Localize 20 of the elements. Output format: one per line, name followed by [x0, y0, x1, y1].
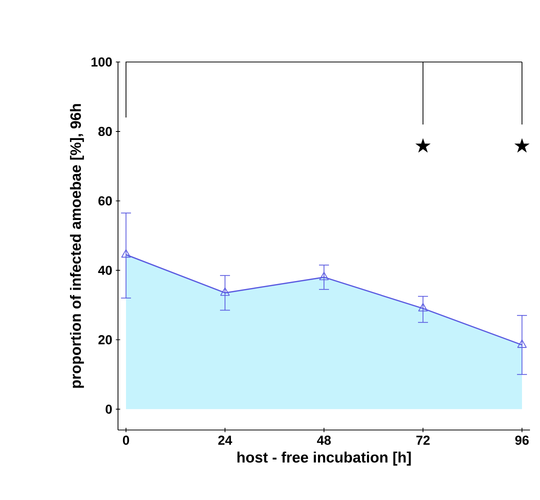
- x-tick-label: 96: [515, 436, 529, 445]
- annotation: ★: [415, 138, 431, 153]
- point: [418, 303, 428, 312]
- y-tick-label: 0: [106, 404, 112, 414]
- x-tick-label: 48: [316, 436, 331, 445]
- y-tick-label: 40: [98, 266, 112, 275]
- y-tick-label: 80: [98, 126, 112, 136]
- y-axis-title: proportion of infected amoebae [%], 96h: [70, 104, 84, 388]
- y-tick-label: 20: [98, 335, 112, 344]
- point: [220, 287, 230, 296]
- y-tick-label: 60: [98, 196, 112, 206]
- point: [121, 249, 131, 258]
- x-tick-label: 0: [122, 436, 130, 445]
- y-tick-label: 100: [92, 57, 112, 67]
- point: [517, 340, 527, 348]
- x-tick-label: 24: [218, 436, 232, 445]
- point: [319, 272, 329, 280]
- annotation: ★: [514, 138, 530, 153]
- x-tick-label: 72: [416, 436, 430, 445]
- x-axis-title: host - free incubation [h]: [237, 452, 411, 466]
